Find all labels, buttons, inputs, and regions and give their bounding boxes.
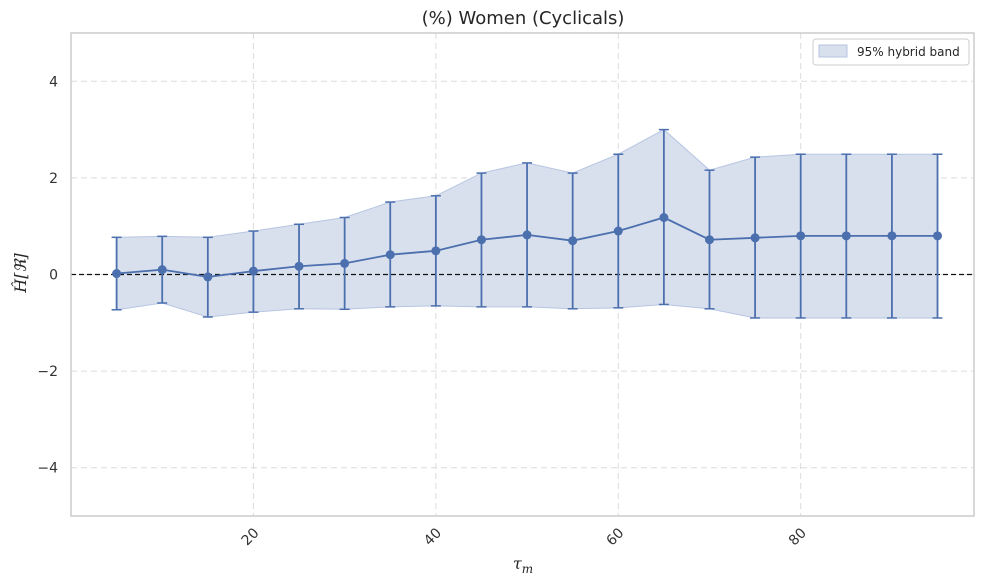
x-axis-ticks: 20 40 60 80 — [239, 525, 810, 549]
y-axis-label: Ĥ[ℜ] — [10, 253, 30, 294]
x-axis-label-main: τ — [513, 554, 523, 573]
y-tick-label: 2 — [49, 171, 58, 187]
plot-frame — [70, 32, 975, 517]
x-tick-label: 40 — [421, 525, 445, 549]
data-point — [659, 213, 669, 223]
x-axis-label: τm — [513, 554, 533, 576]
data-point — [157, 265, 167, 275]
data-point — [248, 266, 258, 276]
x-tick-label: 80 — [786, 525, 810, 549]
data-point — [887, 231, 897, 241]
data-point — [933, 231, 943, 241]
data-point — [568, 236, 578, 246]
data-point — [841, 231, 851, 241]
y-tick-label: 4 — [49, 74, 58, 90]
data-point — [112, 269, 122, 279]
data-point — [704, 235, 714, 245]
data-point — [796, 231, 806, 241]
legend-swatch — [818, 44, 848, 58]
x-tick-label: 20 — [239, 525, 263, 549]
data-point — [476, 235, 486, 245]
y-tick-label: 0 — [49, 268, 58, 284]
data-point — [750, 233, 760, 243]
data-point — [203, 272, 213, 282]
y-tick-label: −2 — [37, 364, 58, 380]
data-point — [431, 246, 441, 256]
data-point — [294, 261, 304, 271]
legend-box — [812, 38, 970, 66]
x-axis-label-sub: m — [522, 562, 533, 576]
chart-title: (%) Women (Cyclicals) — [422, 8, 625, 29]
data-point — [522, 230, 532, 240]
data-points — [112, 213, 943, 282]
legend: 95% hybrid band — [812, 38, 970, 66]
data-point — [385, 250, 395, 260]
y-tick-label: −4 — [37, 461, 58, 477]
data-point — [340, 258, 350, 268]
data-point — [613, 226, 623, 236]
legend-label: 95% hybrid band — [857, 45, 960, 59]
x-tick-label: 60 — [603, 525, 627, 549]
y-axis-ticks: −4 −2 0 2 4 — [37, 74, 58, 476]
